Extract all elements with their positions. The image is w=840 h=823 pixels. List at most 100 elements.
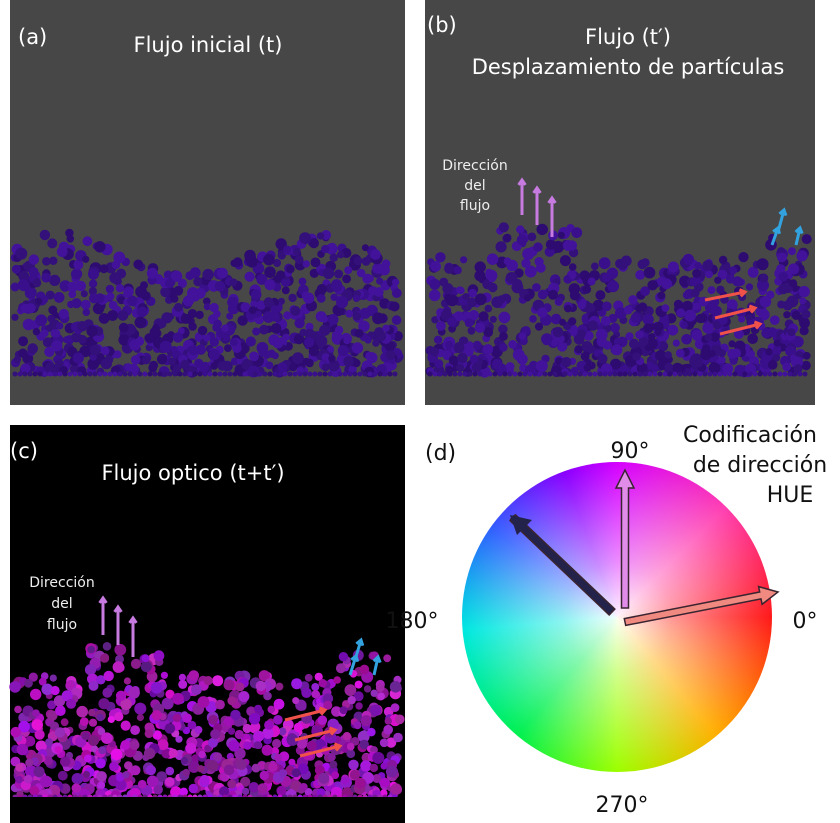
particle: [96, 771, 107, 782]
particle: [568, 317, 576, 325]
particle: [40, 776, 52, 788]
particle: [224, 679, 235, 690]
particle: [335, 326, 343, 334]
particle: [370, 764, 378, 772]
particle: [329, 243, 337, 251]
particle: [135, 317, 147, 329]
particle: [348, 372, 353, 377]
angle-label: 180°: [386, 609, 439, 634]
particle: [777, 253, 787, 263]
particle: [41, 330, 49, 338]
particle: [249, 782, 259, 792]
particle: [668, 372, 673, 377]
particle: [152, 710, 162, 720]
particle: [58, 372, 63, 377]
particle: [673, 340, 680, 347]
particle: [439, 278, 448, 287]
particle: [732, 348, 741, 357]
panel-title: de dirección: [693, 453, 827, 478]
particle: [664, 363, 673, 372]
particle: [485, 305, 493, 313]
particle: [533, 372, 538, 377]
particle: [148, 372, 153, 377]
particle: [170, 295, 178, 303]
particle: [748, 372, 753, 377]
particle: [337, 251, 344, 258]
particle: [360, 665, 370, 675]
particle: [761, 328, 771, 338]
particle: [295, 255, 304, 264]
particle: [668, 262, 679, 273]
particle: [591, 263, 599, 271]
particle: [487, 253, 499, 265]
particle: [330, 254, 338, 262]
particle: [72, 783, 81, 792]
particle: [146, 765, 156, 775]
particle: [499, 343, 507, 351]
particle: [51, 686, 60, 695]
particle: [342, 275, 351, 284]
particle: [714, 277, 721, 284]
particle: [168, 358, 176, 366]
particle: [230, 710, 240, 720]
particle: [209, 349, 220, 360]
particle: [536, 360, 548, 372]
particle: [134, 703, 146, 715]
particle: [123, 372, 128, 377]
particle: [508, 340, 517, 349]
particle: [249, 713, 260, 724]
direction-arrow: [510, 515, 615, 615]
particle: [770, 315, 780, 325]
particle: [683, 291, 691, 299]
particle: [376, 683, 385, 692]
particle: [28, 372, 33, 377]
figure: (a) Flujo inicial (t) (b) Flujo (t′) Des…: [0, 0, 840, 823]
particle: [210, 362, 218, 370]
particle: [601, 316, 611, 326]
particle: [293, 248, 300, 255]
particle: [574, 345, 582, 353]
particle: [322, 353, 330, 361]
particle: [89, 681, 99, 691]
particle: [338, 372, 343, 377]
particle: [228, 372, 233, 377]
particle: [341, 776, 349, 784]
particle: [59, 309, 69, 319]
particle: [78, 335, 87, 344]
particle: [674, 300, 683, 309]
particle: [97, 714, 104, 721]
particle: [573, 372, 578, 377]
particle: [355, 778, 366, 789]
particle: [558, 372, 563, 377]
particle: [288, 372, 293, 377]
particle: [676, 349, 685, 358]
particle: [52, 329, 60, 337]
particle: [355, 702, 362, 709]
particle: [66, 681, 74, 689]
particle: [292, 768, 301, 777]
particle: [588, 277, 596, 285]
particle: [705, 334, 713, 342]
particle: [35, 298, 42, 305]
particle: [368, 286, 377, 295]
particle: [445, 341, 453, 349]
particle: [80, 717, 89, 726]
particle: [145, 729, 154, 738]
particle: [729, 266, 737, 274]
particle: [123, 287, 133, 297]
particle: [197, 765, 204, 772]
particle: [364, 336, 372, 344]
particle: [182, 713, 192, 723]
particle: [294, 723, 303, 732]
particle: [218, 372, 223, 377]
particle: [193, 277, 202, 286]
particle: [29, 267, 39, 277]
particle: [532, 283, 541, 292]
particle: [618, 372, 623, 377]
particle: [328, 355, 335, 362]
particle: [273, 372, 278, 377]
particle: [333, 676, 341, 684]
particle: [243, 741, 252, 750]
particle: [188, 322, 196, 330]
particle: [47, 238, 57, 248]
